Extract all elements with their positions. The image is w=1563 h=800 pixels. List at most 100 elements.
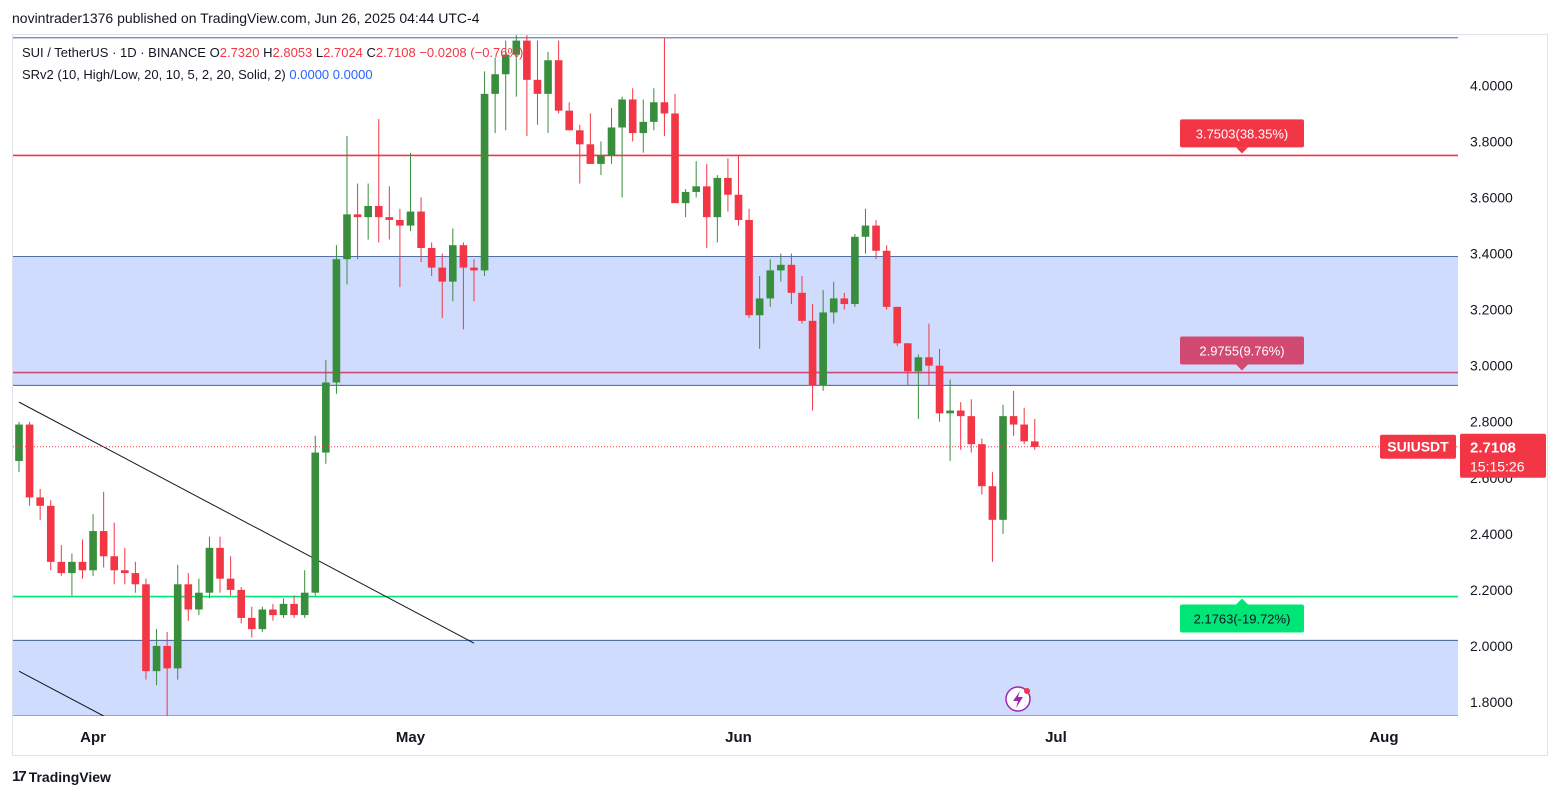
level-label: 2.9755(9.76%) (1180, 336, 1304, 371)
time-tick-label: May (396, 729, 426, 746)
candle-body (734, 194, 743, 220)
tradingview-logo-icon: 17 (12, 768, 27, 785)
candle (946, 379, 954, 461)
candle (671, 93, 679, 204)
candle (586, 113, 595, 164)
candle-body (173, 584, 182, 669)
sr-zone (13, 640, 1458, 716)
candle (1030, 418, 1039, 450)
candle-body (184, 584, 193, 610)
candle-body (999, 416, 1007, 520)
price-axis: 4.0000 3.8000 3.6000 3.4000 3.2000 3.0000 2.80… (1470, 77, 1513, 710)
candle-body (1030, 441, 1039, 447)
candle (808, 304, 817, 411)
candle-body (1009, 416, 1018, 425)
candle-body (755, 298, 764, 316)
candle (205, 536, 214, 599)
symbol-legend[interactable]: SUI / TetherUS · 1D · BINANCE O2.7320 H2… (22, 45, 523, 60)
candle (702, 163, 711, 248)
candle (851, 233, 859, 307)
close-value: 2.7108 (375, 45, 416, 60)
candle-body (374, 205, 383, 218)
symbol-tag-text: SUIUSDT (1387, 439, 1449, 455)
open-label: O (209, 45, 220, 60)
candle (523, 35, 531, 136)
candle (575, 124, 584, 184)
candle (46, 500, 55, 571)
candle (597, 141, 605, 176)
last-price-box (1460, 433, 1546, 478)
level-label-pointer (1236, 147, 1248, 154)
price-tick-label: 3.6000 (1470, 190, 1513, 206)
indicator-legend[interactable]: SRv2 (10, High/Low, 20, 10, 5, 2, 20, So… (22, 67, 373, 82)
trendline (18, 401, 475, 644)
candle-body (988, 486, 997, 520)
candle (374, 119, 383, 243)
sr-zones (13, 255, 1458, 716)
candle (914, 354, 923, 419)
level-label-pointer (1236, 364, 1248, 371)
candle (163, 631, 171, 716)
candle-body (459, 245, 468, 268)
candle-body (491, 74, 499, 94)
candle (554, 40, 563, 114)
candle (184, 573, 193, 621)
candle-body (25, 424, 34, 498)
open-value: 2.7320 (219, 45, 260, 60)
candle (872, 219, 880, 260)
candle (195, 578, 203, 616)
candle-body (597, 155, 605, 164)
level-label-box (1180, 604, 1304, 633)
candle (142, 578, 150, 680)
candle (290, 595, 298, 618)
publisher-line: novintrader1376 published on TradingView… (12, 10, 480, 26)
candle-body (120, 570, 129, 574)
candle-body (692, 186, 700, 192)
candle (544, 51, 552, 134)
change-value: −0.0208 (−0.76%) (419, 45, 524, 60)
candle (565, 102, 574, 131)
candle (512, 35, 521, 97)
candle-body (935, 365, 944, 414)
candle-body (89, 531, 97, 571)
candle-body (745, 219, 753, 316)
candle-body (639, 121, 648, 134)
candle (247, 606, 256, 638)
candle (131, 561, 140, 593)
candle (681, 189, 690, 218)
candle (1020, 407, 1028, 445)
candle-body (332, 259, 341, 383)
candle (120, 547, 129, 585)
candle-body (1020, 424, 1028, 442)
candle (618, 96, 626, 198)
candle-body (353, 214, 362, 218)
candle (650, 88, 658, 131)
candle (956, 402, 965, 450)
tradingview-logo[interactable]: 17 TradingView (12, 768, 111, 785)
candle-body (470, 267, 478, 271)
price-tick-label: 3.2000 (1470, 302, 1513, 318)
time-tick-label: Aug (1369, 729, 1398, 746)
candle-body (152, 645, 161, 672)
candle (777, 253, 785, 282)
candle (988, 472, 997, 562)
symbol-title: SUI / TetherUS · 1D · BINANCE (22, 45, 206, 60)
candle (607, 107, 616, 164)
candle (279, 598, 288, 618)
candles (15, 35, 1039, 716)
alert-icon[interactable] (1005, 686, 1031, 712)
time-tick-label: Jul (1045, 729, 1067, 746)
candle (237, 587, 246, 624)
candle (68, 553, 76, 596)
candle-body (914, 357, 923, 372)
candle-body (713, 177, 722, 218)
candle (882, 245, 891, 310)
candle-body (205, 547, 214, 593)
candle-body (829, 298, 838, 313)
candle-body (724, 177, 732, 195)
low-value: 2.7024 (323, 45, 363, 60)
candle (755, 276, 764, 349)
candle-body (702, 186, 711, 218)
candle-body (607, 127, 616, 156)
